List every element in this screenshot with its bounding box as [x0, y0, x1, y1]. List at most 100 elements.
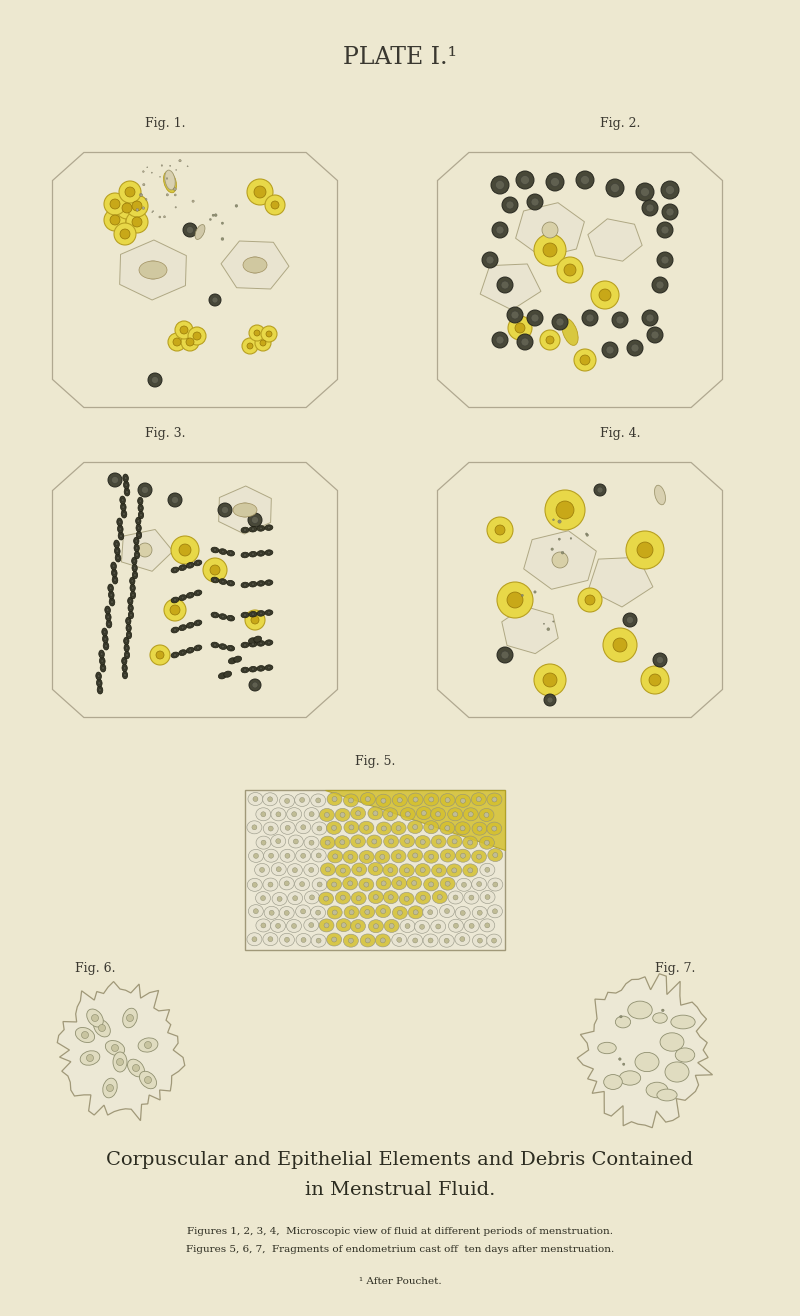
Circle shape: [492, 332, 508, 347]
Circle shape: [100, 653, 103, 655]
Ellipse shape: [114, 540, 119, 547]
Circle shape: [381, 799, 386, 803]
Circle shape: [540, 330, 560, 350]
Circle shape: [551, 547, 554, 550]
Ellipse shape: [194, 561, 202, 566]
Ellipse shape: [139, 1071, 157, 1088]
Circle shape: [284, 880, 290, 886]
Circle shape: [332, 882, 337, 887]
Circle shape: [413, 797, 418, 801]
Circle shape: [197, 562, 199, 565]
Circle shape: [159, 216, 161, 218]
Circle shape: [501, 651, 509, 659]
Ellipse shape: [130, 591, 136, 599]
Circle shape: [261, 326, 277, 342]
Ellipse shape: [257, 550, 265, 557]
Circle shape: [444, 938, 449, 944]
Circle shape: [142, 487, 149, 494]
Ellipse shape: [270, 834, 286, 848]
Ellipse shape: [171, 597, 179, 603]
Circle shape: [189, 563, 192, 567]
Circle shape: [666, 208, 674, 216]
Circle shape: [497, 582, 533, 619]
Ellipse shape: [487, 794, 502, 805]
Circle shape: [445, 882, 450, 886]
Ellipse shape: [654, 486, 666, 505]
Ellipse shape: [241, 528, 249, 533]
Circle shape: [460, 911, 466, 916]
Circle shape: [110, 199, 120, 209]
Circle shape: [251, 528, 254, 530]
Circle shape: [243, 669, 246, 671]
Circle shape: [606, 346, 614, 354]
Circle shape: [445, 908, 450, 913]
Ellipse shape: [279, 907, 294, 920]
Ellipse shape: [194, 590, 202, 596]
Ellipse shape: [359, 850, 374, 863]
Ellipse shape: [241, 642, 249, 647]
Ellipse shape: [272, 892, 287, 905]
Ellipse shape: [171, 628, 179, 633]
Ellipse shape: [97, 679, 102, 687]
Ellipse shape: [106, 613, 111, 621]
Circle shape: [485, 923, 490, 928]
Ellipse shape: [448, 808, 462, 821]
Circle shape: [342, 923, 346, 928]
Circle shape: [276, 867, 282, 871]
Ellipse shape: [440, 821, 455, 834]
Ellipse shape: [343, 850, 358, 863]
Circle shape: [406, 812, 410, 817]
Circle shape: [120, 229, 130, 240]
Ellipse shape: [165, 170, 175, 190]
Ellipse shape: [392, 933, 406, 946]
Circle shape: [292, 812, 297, 817]
Ellipse shape: [360, 792, 375, 805]
Circle shape: [647, 326, 663, 343]
Ellipse shape: [343, 794, 358, 807]
Ellipse shape: [367, 836, 382, 848]
Circle shape: [388, 895, 394, 900]
Circle shape: [585, 595, 595, 605]
Circle shape: [192, 200, 194, 203]
Circle shape: [637, 542, 653, 558]
Circle shape: [168, 333, 186, 351]
Circle shape: [468, 840, 473, 845]
Circle shape: [284, 911, 290, 916]
Circle shape: [251, 516, 258, 524]
Polygon shape: [438, 462, 722, 717]
Ellipse shape: [336, 919, 351, 932]
Circle shape: [642, 200, 658, 216]
Ellipse shape: [256, 808, 271, 821]
Circle shape: [428, 938, 433, 944]
Circle shape: [493, 882, 498, 887]
Ellipse shape: [126, 624, 131, 632]
Circle shape: [666, 186, 674, 195]
Circle shape: [445, 797, 450, 803]
Ellipse shape: [350, 920, 366, 933]
Circle shape: [293, 896, 298, 900]
Circle shape: [616, 316, 624, 324]
Ellipse shape: [448, 891, 463, 904]
Circle shape: [138, 526, 140, 529]
Ellipse shape: [249, 612, 257, 617]
Circle shape: [348, 938, 354, 944]
Ellipse shape: [257, 580, 265, 586]
Circle shape: [132, 594, 134, 596]
Ellipse shape: [304, 863, 318, 876]
Circle shape: [222, 615, 224, 619]
Circle shape: [436, 840, 441, 844]
Circle shape: [594, 484, 606, 496]
Ellipse shape: [262, 792, 278, 805]
Circle shape: [267, 526, 270, 529]
Ellipse shape: [249, 526, 257, 532]
Circle shape: [646, 204, 654, 212]
Ellipse shape: [265, 580, 273, 586]
Circle shape: [357, 867, 362, 873]
Circle shape: [136, 208, 138, 211]
Circle shape: [102, 667, 104, 670]
Ellipse shape: [472, 822, 487, 836]
Ellipse shape: [122, 665, 127, 671]
Circle shape: [145, 1041, 151, 1049]
Circle shape: [380, 938, 386, 942]
Circle shape: [429, 882, 434, 887]
